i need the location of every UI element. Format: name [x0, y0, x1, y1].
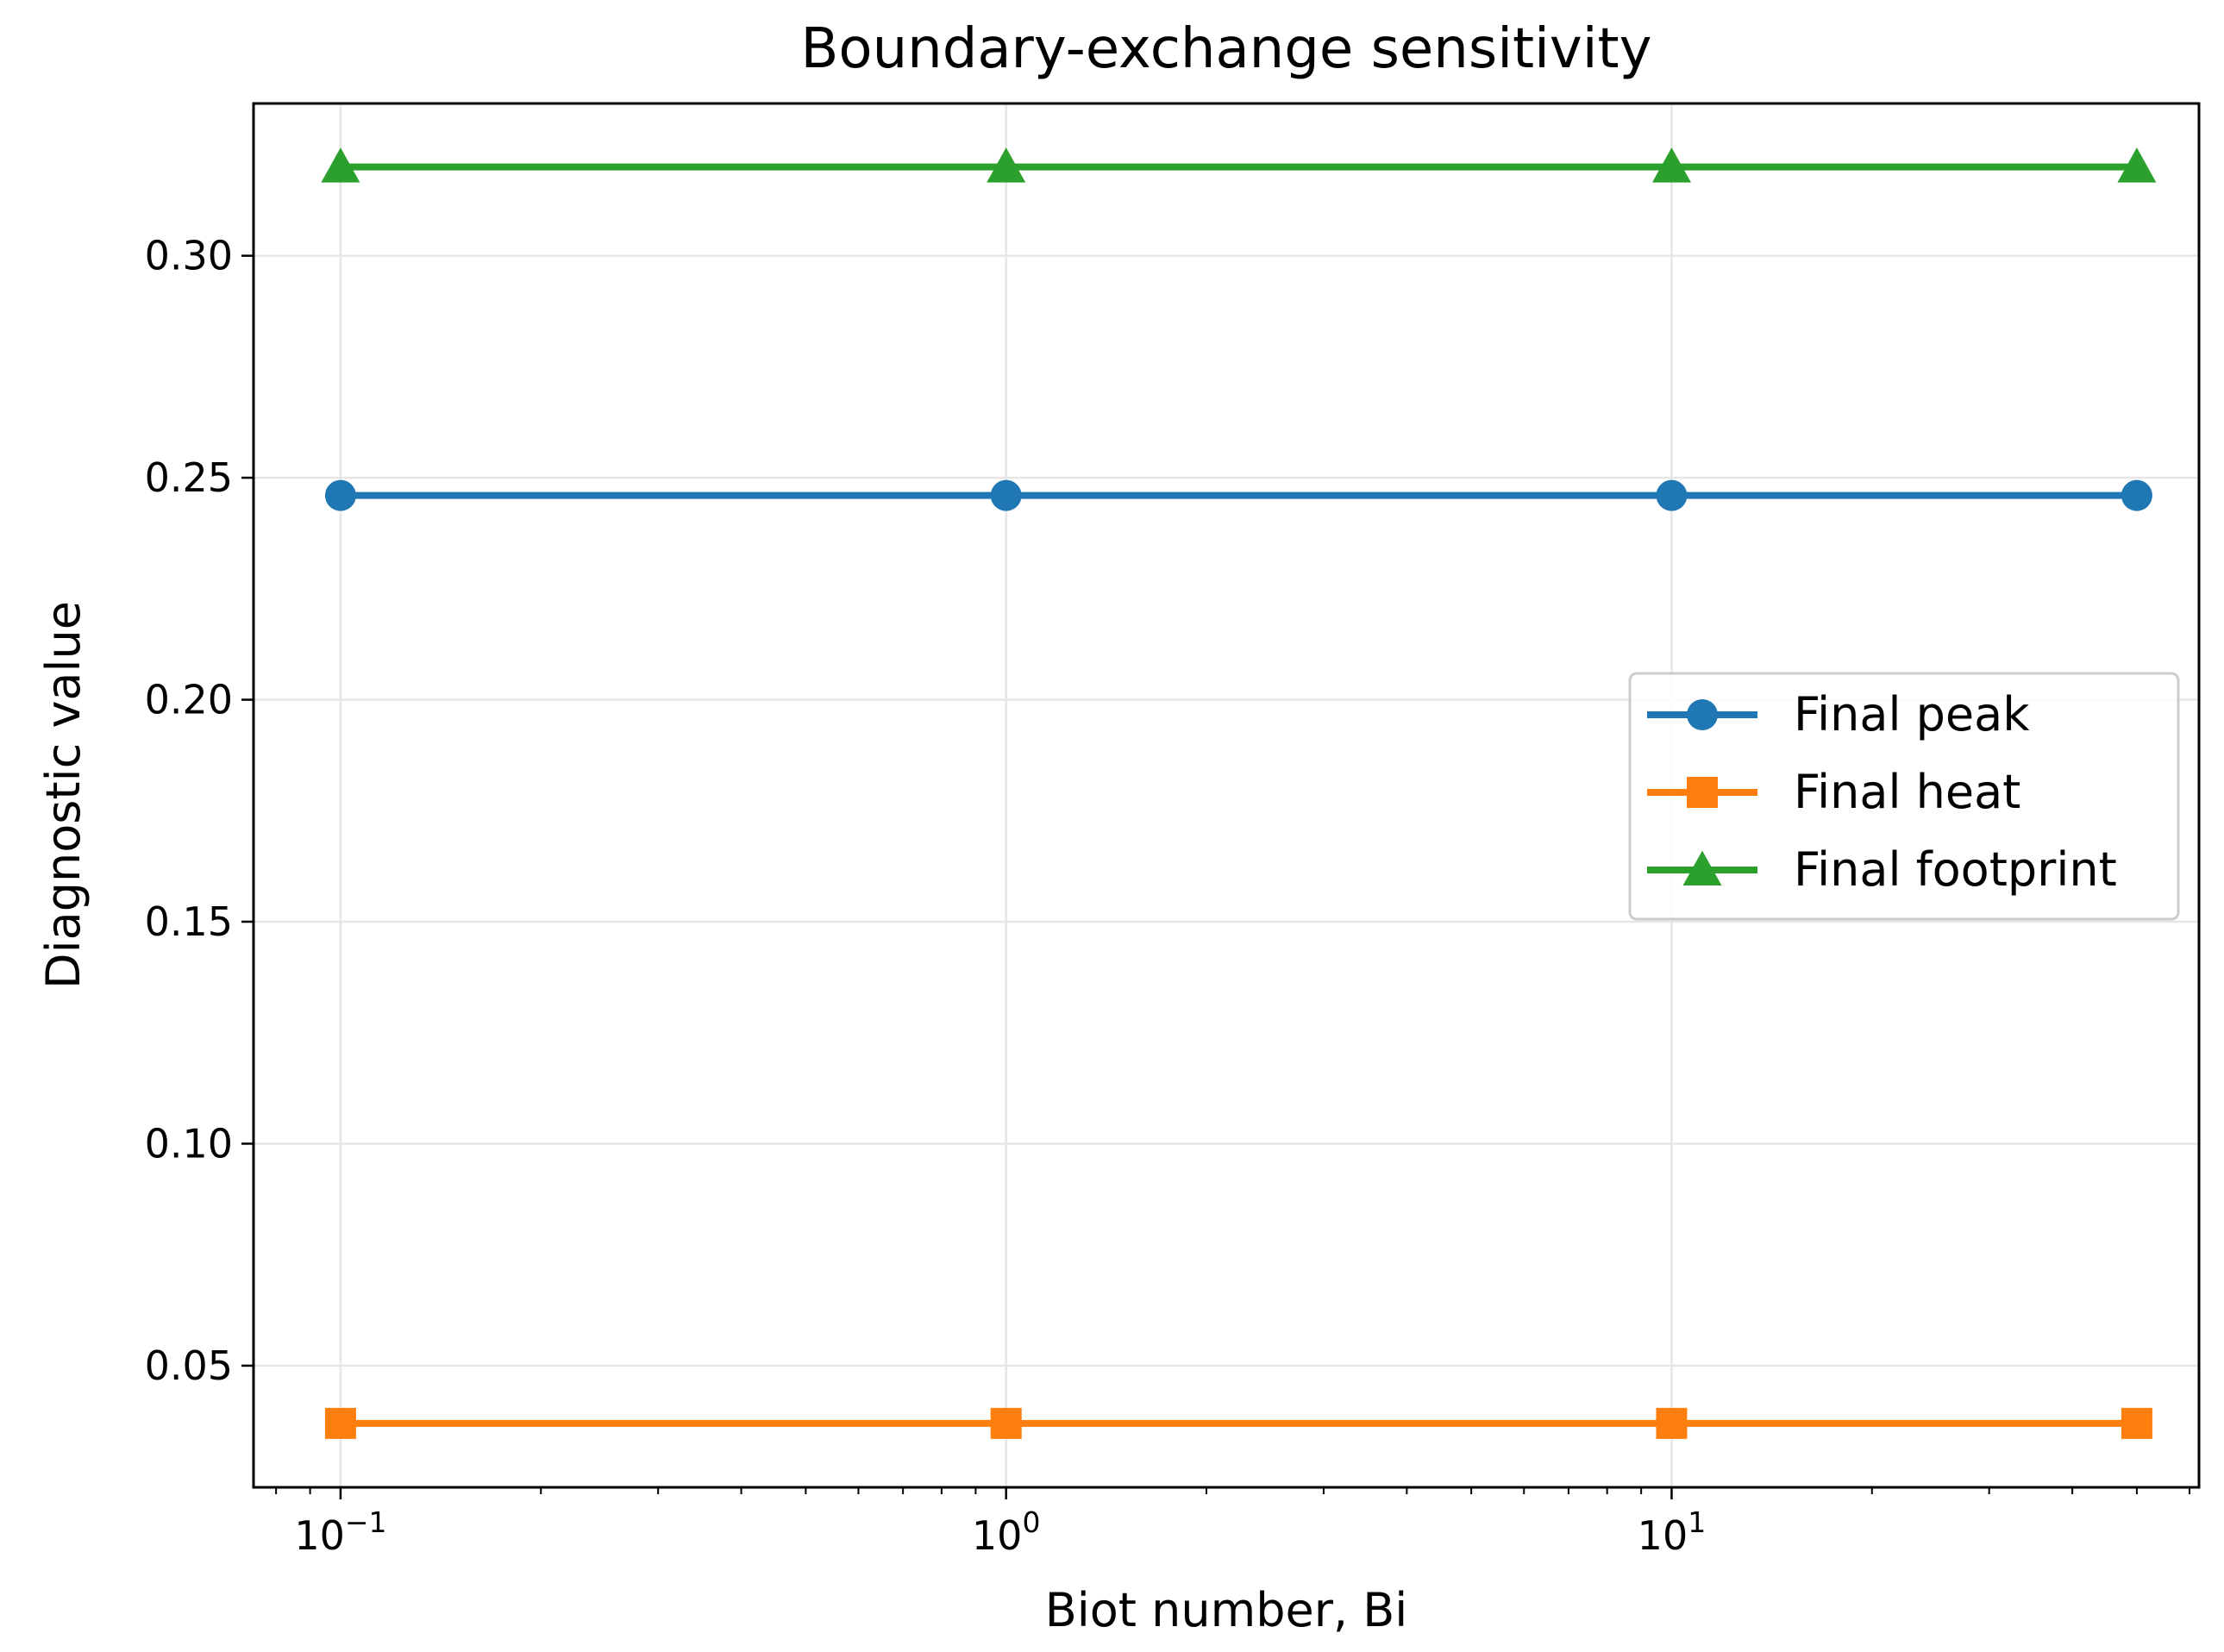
data-point [2121, 479, 2152, 511]
series-final-peak [324, 479, 2152, 511]
y-axis-label: Diagnostic value [36, 601, 91, 989]
legend-marker [1687, 777, 1718, 808]
plot-frame [252, 102, 2201, 1489]
chart-title: Boundary-exchange sensitivity [801, 17, 1652, 81]
series-final-footprint [321, 147, 2157, 183]
y-tick-label: 0.05 [145, 1342, 233, 1389]
y-tick-label: 0.15 [145, 898, 233, 945]
x-tick-label-exponent: 0 [1022, 1505, 1040, 1539]
legend-item: Final footprint [1647, 842, 2117, 897]
y-tick-label: 0.30 [145, 233, 233, 279]
y-tick-label: 0.25 [145, 454, 233, 501]
data-point [324, 479, 356, 511]
x-tick-label: 10−1 [294, 1505, 386, 1559]
plot-area [321, 147, 2157, 1439]
legend-marker [1687, 699, 1718, 730]
data-point [1651, 147, 1691, 183]
legend-label: Final footprint [1794, 842, 2117, 897]
y-tick-label: 0.20 [145, 677, 233, 723]
data-point [1656, 1407, 1688, 1439]
x-axis-label: Biot number, Bi [1045, 1583, 1408, 1637]
x-tick-label-base: 10 [972, 1512, 1023, 1559]
legend-label: Final heat [1794, 765, 2020, 819]
legend-label: Final peak [1794, 687, 2030, 742]
legend-item: Final heat [1647, 765, 2020, 819]
y-tick-label: 0.10 [145, 1120, 233, 1167]
data-point [987, 147, 1026, 183]
x-tick-label-base: 10 [1638, 1512, 1688, 1559]
data-point [324, 1407, 356, 1439]
data-point [990, 479, 1022, 511]
data-point [990, 1407, 1022, 1439]
legend: Final peak Final heat Final footprint [1628, 672, 2180, 921]
x-tick-label-base: 10 [294, 1512, 345, 1559]
data-point [321, 147, 360, 183]
legend-marker [1682, 850, 1722, 885]
x-tick-label: 100 [972, 1505, 1041, 1559]
data-point [2121, 1407, 2152, 1439]
x-tick-label: 101 [1638, 1505, 1707, 1559]
x-tick-label-exponent: 1 [1688, 1505, 1706, 1539]
x-tick-label-exponent: −1 [345, 1505, 387, 1539]
data-point [1656, 479, 1688, 511]
legend-box [1628, 672, 2180, 921]
data-point [2117, 147, 2157, 183]
series-final-heat [324, 1407, 2152, 1439]
legend-item: Final peak [1647, 687, 2030, 742]
